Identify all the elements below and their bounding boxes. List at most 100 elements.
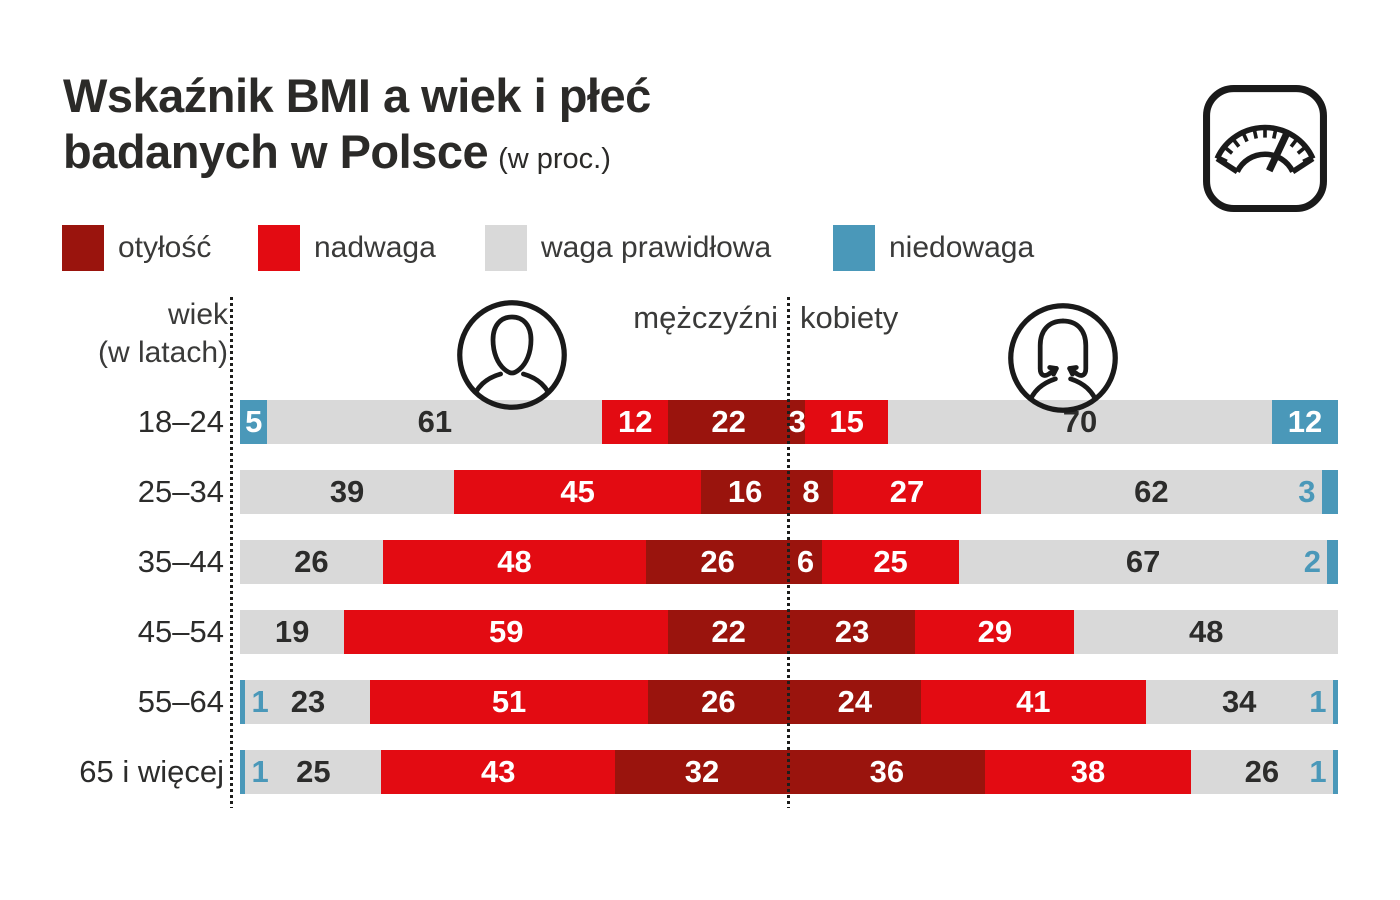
bar-segment-nadwaga: 48 xyxy=(382,540,647,584)
bar-value-label: 25 xyxy=(873,544,908,579)
bar-segment-niedowaga: 1 xyxy=(240,680,269,724)
legend-swatch-waga-prawidlowa xyxy=(485,225,527,271)
men-bar-half: 39 45 16 xyxy=(240,470,789,514)
bar-segment-niedowaga: 5 xyxy=(240,400,268,444)
age-label: 35–44 xyxy=(137,544,224,579)
age-label: 55–64 xyxy=(137,684,224,719)
bar-value-label: 16 xyxy=(727,474,763,509)
bar-track: 39 45 16 8 27 62 3 xyxy=(240,470,1338,514)
bar-value-label: 23 xyxy=(290,684,326,719)
men-bar-half: 1 25 43 32 xyxy=(240,750,789,794)
bar-segment-otylosc: 16 xyxy=(701,470,789,514)
bar-segment-otylosc: 23 xyxy=(789,610,916,654)
title-line-2: badanych w Polsce (w proc.) xyxy=(63,125,611,178)
legend-swatch-niedowaga xyxy=(833,225,875,271)
bar-segment-nadwaga: 25 xyxy=(821,540,960,584)
age-label: 25–34 xyxy=(137,474,224,509)
bar-value-label: 62 xyxy=(1134,474,1169,509)
bar-segment-nadwaga: 12 xyxy=(602,400,669,444)
legend-label-niedowaga: niedowaga xyxy=(889,231,1035,264)
bar-row-18–24: 18–24 5 61 12 22 3 15 70 12 xyxy=(0,400,1400,444)
bar-track: 19 59 22 23 29 48 xyxy=(240,610,1338,654)
bar-segment-waga-prawidlowa: 34 xyxy=(1145,680,1333,724)
bar-value-label: 19 xyxy=(274,614,310,649)
bar-value-label: 48 xyxy=(497,544,532,579)
bar-segment-nadwaga: 51 xyxy=(370,680,648,724)
bar-value-label: 26 xyxy=(700,544,735,579)
bar-row-55–64: 55–64 1 23 51 26 24 41 34 1 xyxy=(0,680,1400,724)
bar-segment-otylosc: 22 xyxy=(668,610,789,654)
bar-value-label: 22 xyxy=(711,614,746,649)
bar-value-label: 34 xyxy=(1221,684,1257,719)
age-label: 18–24 xyxy=(137,404,224,439)
bar-segment-otylosc: 3 xyxy=(789,400,806,444)
axis-dotted-line-left xyxy=(230,297,233,808)
bar-segment-nadwaga: 15 xyxy=(805,400,888,444)
women-bar-half: 23 29 48 xyxy=(789,610,1338,654)
legend-swatch-nadwaga xyxy=(258,225,300,271)
bar-value-label: 29 xyxy=(977,614,1013,649)
bar-value-label: 22 xyxy=(711,404,746,439)
bar-segment-waga-prawidlowa: 25 xyxy=(245,750,382,794)
bar-value-label: 41 xyxy=(1016,684,1051,719)
bathroom-scale-icon xyxy=(1202,84,1328,213)
bar-segment-waga-prawidlowa: 23 xyxy=(245,680,371,724)
bar-value-label: 5 xyxy=(245,404,263,439)
bar-segment-waga-prawidlowa: 39 xyxy=(240,470,455,514)
bar-row-25–34: 25–34 39 45 16 8 27 62 3 xyxy=(0,470,1400,514)
bar-segment-otylosc: 24 xyxy=(789,680,921,724)
legend-item-waga-prawidlowa: waga prawidłowa xyxy=(485,225,771,271)
bar-segment-nadwaga: 45 xyxy=(454,470,702,514)
bar-value-label: 3 xyxy=(1298,474,1316,509)
bar-segment-otylosc: 26 xyxy=(646,540,789,584)
bar-segment-waga-prawidlowa: 61 xyxy=(267,400,603,444)
bar-value-label: 1 xyxy=(251,754,269,789)
legend-item-nadwaga: nadwaga xyxy=(258,225,436,271)
bar-segment-waga-prawidlowa: 48 xyxy=(1074,610,1338,654)
group-label-women: kobiety xyxy=(800,300,899,335)
bar-track: 5 61 12 22 3 15 70 12 xyxy=(240,400,1338,444)
bar-segment-niedowaga: 2 xyxy=(1304,540,1338,584)
bar-segment-waga-prawidlowa: 26 xyxy=(1191,750,1333,794)
bar-segment-nadwaga: 43 xyxy=(381,750,616,794)
bar-row-65-i-więcej: 65 i więcej 1 25 43 32 36 38 26 1 xyxy=(0,750,1400,794)
bar-segment-otylosc: 36 xyxy=(789,750,985,794)
legend-label-waga-prawidlowa: waga prawidłowa xyxy=(541,231,772,264)
title-unit-note: (w proc.) xyxy=(498,143,611,175)
bar-segment-niedowaga: 1 xyxy=(1309,680,1338,724)
bar-value-label: 39 xyxy=(329,474,365,509)
bar-track: 1 23 51 26 24 41 34 1 xyxy=(240,680,1338,724)
bar-value-label: 1 xyxy=(1309,754,1327,789)
bar-segment-waga-prawidlowa: 26 xyxy=(240,540,383,584)
bar-segment-otylosc: 22 xyxy=(668,400,789,444)
bar-value-label: 27 xyxy=(889,474,925,509)
bar-value-label: 26 xyxy=(1244,754,1280,789)
men-bar-half: 1 23 51 26 xyxy=(240,680,789,724)
bar-value-label: 51 xyxy=(491,684,527,719)
bar-segment-niedowaga: 12 xyxy=(1272,400,1338,444)
bar-segment-nadwaga: 27 xyxy=(832,470,982,514)
bar-segment-nadwaga: 29 xyxy=(915,610,1075,654)
bar-segment-niedowaga: 3 xyxy=(1298,470,1338,514)
axis-dotted-line-center xyxy=(787,297,790,808)
bar-segment-niedowaga: 1 xyxy=(1309,750,1338,794)
bar-segment-nadwaga: 38 xyxy=(984,750,1192,794)
age-label: 65 i więcej xyxy=(79,754,224,789)
bar-value-label: 59 xyxy=(489,614,524,649)
bar-segment-nadwaga: 59 xyxy=(344,610,669,654)
bar-value-label: 48 xyxy=(1188,614,1224,649)
bar-row-45–54: 45–54 19 59 22 23 29 48 xyxy=(0,610,1400,654)
women-bar-half: 3 15 70 12 xyxy=(789,400,1338,444)
bar-row-35–44: 35–44 26 48 26 6 25 67 2 xyxy=(0,540,1400,584)
bar-value-label: 24 xyxy=(837,684,873,719)
bar-value-label: 2 xyxy=(1303,544,1322,579)
bar-value-label: 61 xyxy=(417,404,453,439)
bar-segment-otylosc: 6 xyxy=(789,540,822,584)
bar-value-label: 45 xyxy=(560,474,595,509)
bar-value-label: 43 xyxy=(480,754,516,789)
bar-value-label: 36 xyxy=(869,754,905,789)
bar-segment-waga-prawidlowa: 19 xyxy=(240,610,345,654)
bar-segment-otylosc: 32 xyxy=(615,750,789,794)
bar-value-label: 26 xyxy=(294,544,329,579)
bar-segment-waga-prawidlowa: 67 xyxy=(959,540,1328,584)
